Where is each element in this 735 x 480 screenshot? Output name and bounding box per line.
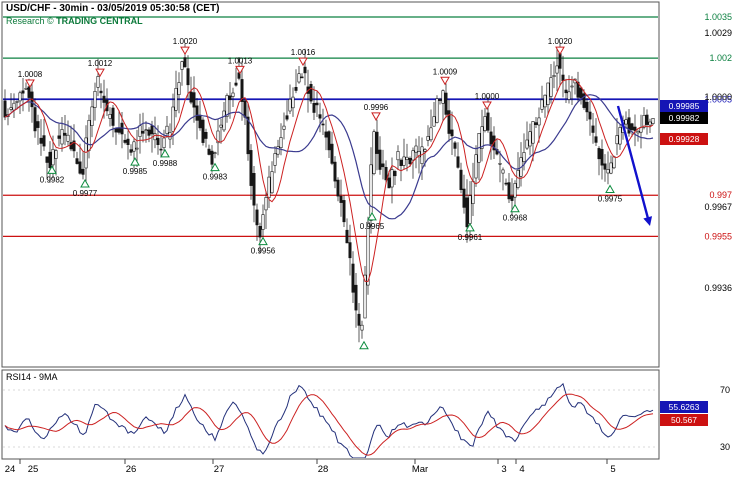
- x-axis-label: 5: [610, 464, 615, 475]
- peak-label: 1.0020: [173, 37, 198, 46]
- x-axis-label: 27: [214, 464, 225, 475]
- peak-marker-icon: [555, 46, 565, 56]
- price-badge-text: 50.567: [671, 415, 697, 425]
- price-badge: [660, 401, 708, 413]
- rsi-axis-label: 70: [720, 385, 730, 395]
- x-axis-label: 28: [318, 464, 329, 475]
- trough-marker-icon: [160, 148, 170, 158]
- peak-label: 0.9996: [364, 103, 389, 112]
- trough-marker-icon: [130, 157, 140, 166]
- peak-label: 1.0016: [291, 48, 316, 57]
- projection-arrowhead-icon: [643, 216, 653, 226]
- peak-label: 1.0000: [475, 92, 500, 101]
- peak-marker-icon: [180, 46, 190, 56]
- y-axis-label: 1.0000: [704, 92, 732, 102]
- pivot-level-label: 1.0005: [704, 94, 732, 104]
- y-axis-label: 0.9967: [704, 202, 732, 212]
- x-axis-label: 3: [501, 464, 506, 475]
- candles: [3, 42, 655, 343]
- support-level-label: 0.9955: [704, 231, 732, 241]
- trough-label: 0.9988: [153, 159, 178, 168]
- rsi-line: [4, 382, 654, 458]
- peak-marker-icon: [235, 65, 245, 75]
- projection-arrow: [616, 105, 650, 221]
- x-axis-label: 24: [5, 464, 16, 475]
- trough-label: 0.9956: [251, 247, 276, 256]
- peak-marker-icon: [298, 57, 308, 67]
- trough-marker-icon: [359, 340, 369, 350]
- trough-label: 0.9977: [73, 189, 98, 198]
- peak-marker-icon: [371, 112, 381, 121]
- price-badge-text: 55.6263: [669, 402, 700, 412]
- fast-moving-average-line: [4, 78, 654, 282]
- rsi-ma-line: [4, 393, 654, 456]
- price-badge: [660, 414, 708, 426]
- price-badge-text: 0.99928: [669, 134, 700, 144]
- peak-marker-icon: [25, 79, 35, 89]
- price-badge: [660, 133, 708, 145]
- trough-label: 0.9968: [503, 214, 528, 223]
- x-axis-label: Mar: [412, 464, 428, 475]
- rsi-panel-border: [1, 369, 660, 460]
- chart-title: USD/CHF - 30min - 03/05/2019 05:30:58 (C…: [6, 3, 220, 14]
- trough-label: 0.9961: [458, 233, 483, 242]
- y-axis-label: 0.9936: [704, 283, 732, 293]
- support-level-label: 0.997: [709, 190, 732, 200]
- research-copyright-text: Research ©: [6, 16, 54, 26]
- price-badge: [660, 112, 708, 124]
- peak-label: 1.0013: [228, 56, 253, 65]
- resistance-level-label: 1.002: [709, 53, 732, 63]
- trough-label: 0.9983: [203, 173, 228, 182]
- peak-label: 1.0020: [548, 37, 573, 46]
- trough-marker-icon: [605, 184, 615, 194]
- trough-marker-icon: [47, 165, 57, 174]
- trough-label: 0.9982: [40, 175, 65, 184]
- rsi-indicator-label: RSI14 - 9MA: [6, 372, 58, 382]
- slow-moving-average-line: [4, 94, 654, 220]
- peak-label: 1.0012: [88, 59, 113, 68]
- x-axis-label: 26: [126, 464, 137, 475]
- trough-marker-icon: [210, 162, 220, 172]
- main-panel-border: [1, 1, 660, 368]
- x-axis-label: 25: [28, 464, 39, 475]
- trough-label: 0.9975: [598, 195, 623, 204]
- chart-subtitle: Research © TRADING CENTRAL: [6, 16, 143, 26]
- rsi-axis-label: 30: [720, 442, 730, 452]
- trough-marker-icon: [510, 203, 520, 213]
- peak-label: 1.0009: [433, 67, 458, 76]
- trough-label: 0.9985: [123, 167, 148, 176]
- price-badge: [660, 100, 708, 112]
- price-badge-text: 0.99982: [669, 113, 700, 123]
- trough-marker-icon: [367, 211, 377, 221]
- peak-marker-icon: [440, 76, 450, 86]
- price-badge-text: 0.99985: [669, 101, 700, 111]
- trough-label: 0.9965: [360, 222, 385, 231]
- trading-central-brand: TRADING CENTRAL: [56, 16, 143, 26]
- peak-marker-icon: [95, 68, 105, 78]
- peak-marker-icon: [482, 101, 492, 110]
- y-axis-label: 1.0029: [704, 28, 732, 38]
- resistance-level-label: 1.0035: [704, 12, 732, 22]
- trough-marker-icon: [80, 179, 90, 188]
- trough-marker-icon: [465, 222, 475, 232]
- x-axis-label: 4: [519, 464, 524, 475]
- peak-label: 1.0008: [18, 70, 43, 79]
- trough-marker-icon: [258, 236, 268, 246]
